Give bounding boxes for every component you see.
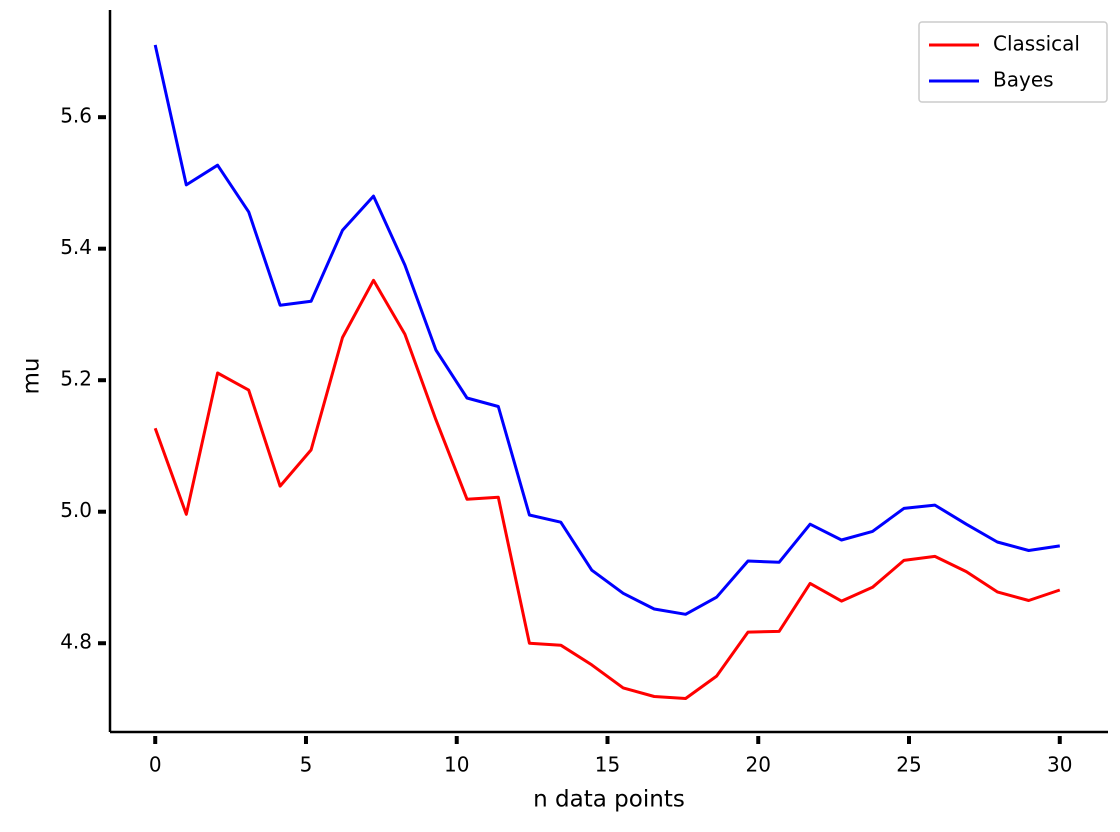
y-tick-label: 5.0: [60, 498, 92, 522]
line-series: [153, 44, 1061, 616]
x-tick-label: 30: [1047, 753, 1072, 777]
x-tick-label: 10: [444, 753, 469, 777]
y-axis-label: mu: [19, 358, 45, 395]
legend: Classical Bayes: [918, 21, 1108, 103]
x-tick-label: 25: [896, 753, 921, 777]
y-tick-label: 5.6: [60, 104, 92, 128]
y-tick-label: 5.2: [60, 367, 92, 391]
x-tick-label: 5: [300, 753, 313, 777]
legend-label: Bayes: [993, 68, 1054, 92]
x-axis-label: n data points: [533, 787, 685, 813]
y-tick-label: 4.8: [60, 630, 92, 654]
x-tick-label: 20: [746, 753, 771, 777]
x-tick-label: 15: [595, 753, 620, 777]
x-tick-label: 0: [149, 753, 162, 777]
legend-label: Classical: [993, 32, 1080, 56]
y-tick-label: 5.4: [60, 235, 92, 259]
line-series: [153, 278, 1061, 700]
